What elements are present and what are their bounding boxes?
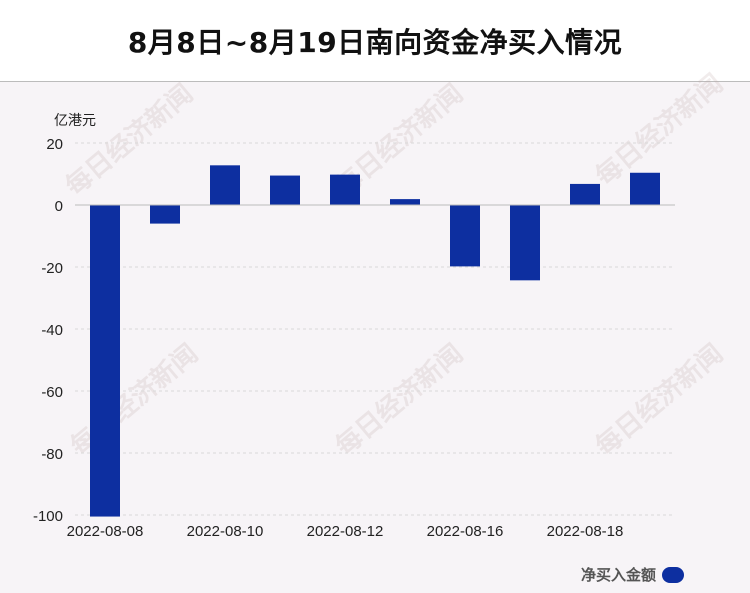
bar — [630, 172, 660, 205]
x-tick-label: 2022-08-10 — [187, 523, 264, 540]
y-tick-label: -100 — [33, 508, 63, 525]
y-tick-label: -60 — [41, 384, 63, 401]
y-tick-label: -20 — [41, 260, 63, 277]
header: 8月8日~8月19日南向资金净买入情况 — [0, 0, 750, 82]
bar-chart: 亿港元 200-20-40-60-80-100 2022-08-08 2022-0… — [33, 112, 675, 540]
bar — [330, 174, 360, 205]
x-tick-label: 2022-08-12 — [307, 523, 384, 540]
bar — [90, 205, 120, 517]
y-axis-label: 亿港元 — [54, 112, 96, 128]
x-tick-label: 2022-08-18 — [547, 523, 624, 540]
bar — [570, 183, 600, 205]
bar — [450, 205, 480, 267]
bar — [210, 165, 240, 205]
legend: 净买入金额 — [581, 564, 684, 585]
grid-lines — [75, 142, 675, 516]
x-tick-label: 2022-08-08 — [67, 523, 144, 540]
bar — [510, 205, 540, 281]
legend-label: 净买入金额 — [580, 566, 656, 584]
y-tick-labels: 20 0 -20 -40 -60 -80 -100 — [33, 136, 63, 525]
y-tick-label: -80 — [41, 446, 63, 463]
bar — [270, 175, 300, 205]
bar — [150, 205, 180, 224]
x-tick-label: 2022-08-16 — [427, 523, 504, 540]
y-tick-label: 20 — [46, 136, 63, 153]
bars — [90, 165, 660, 517]
y-tick-label: 0 — [55, 198, 63, 215]
legend-swatch — [662, 566, 684, 583]
y-tick-label: -40 — [41, 322, 63, 339]
page-title: 8月8日~8月19日南向资金净买入情况 — [127, 25, 623, 59]
x-tick-labels: 2022-08-08 2022-08-10 2022-08-12 2022-08-16… — [67, 523, 624, 540]
bar — [390, 199, 420, 205]
